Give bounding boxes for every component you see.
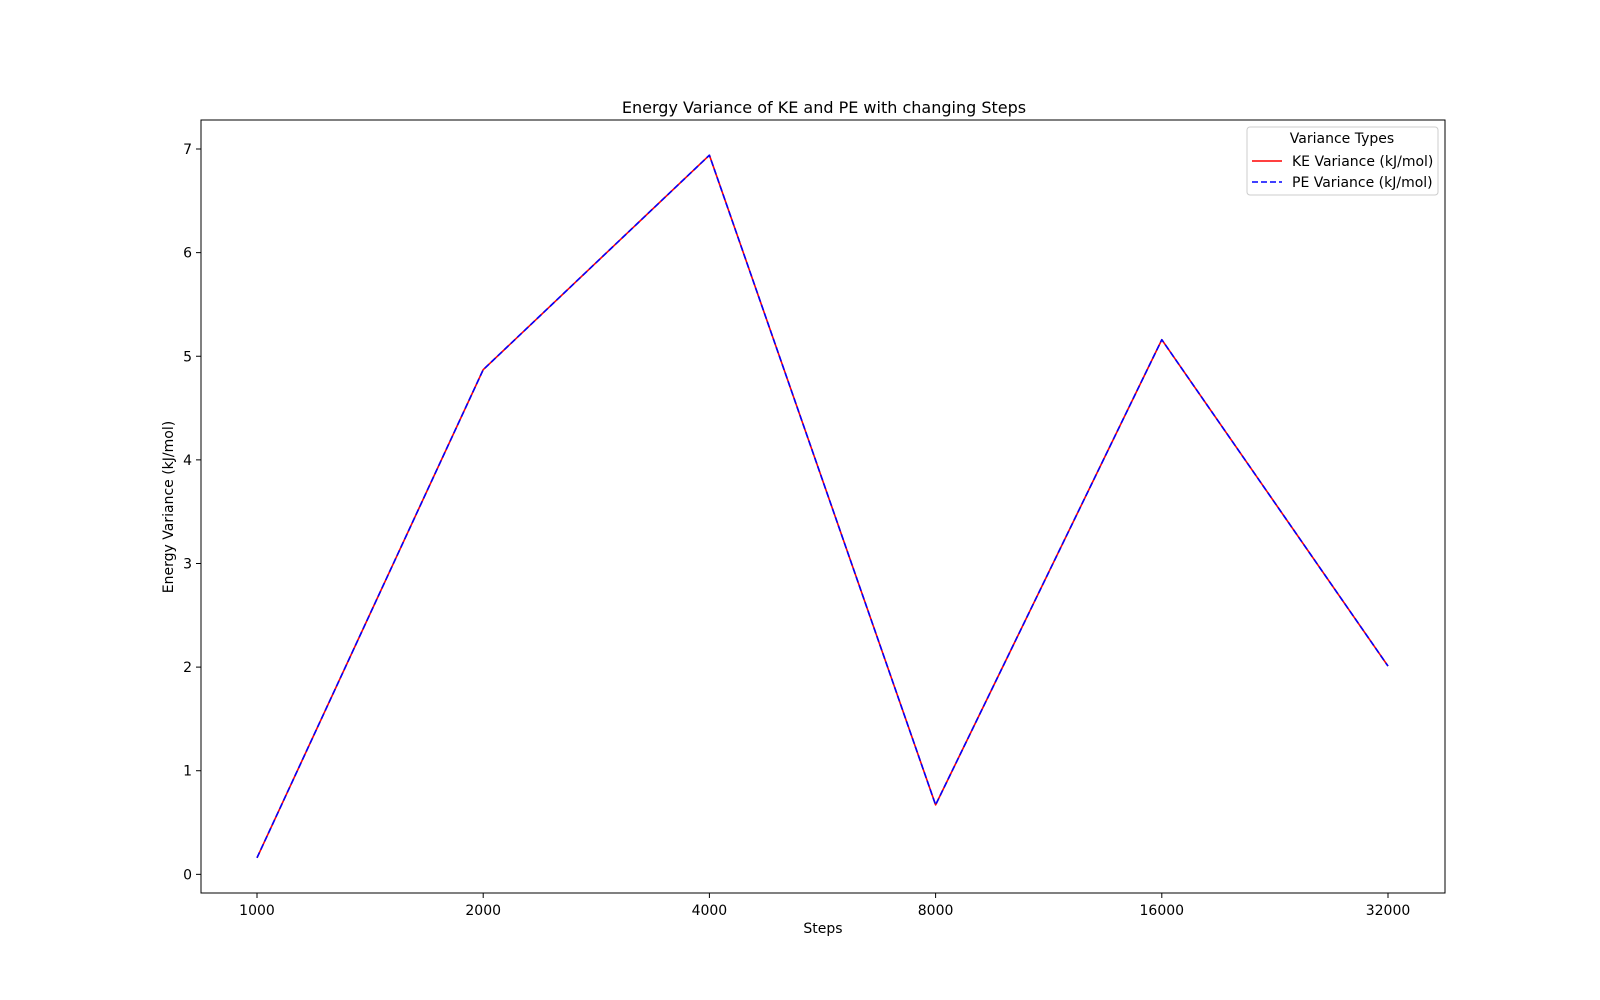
y-tick-label: 1 (183, 764, 192, 780)
x-tick-label: 2000 (465, 903, 501, 919)
plot-area (200, 119, 1446, 894)
x-tick-label: 32000 (1366, 903, 1411, 919)
legend-label: KE Variance (kJ/mol) (1292, 154, 1433, 170)
x-tick-label: 8000 (918, 903, 954, 919)
chart-title: Energy Variance of KE and PE with changi… (622, 98, 1026, 117)
y-tick-label: 2 (183, 660, 192, 676)
x-tick-label: 16000 (1140, 903, 1185, 919)
y-tick-label: 3 (183, 556, 192, 572)
series-line-pe (256, 154, 1389, 859)
x-tick-label: 4000 (692, 903, 728, 919)
y-tick-label: 6 (183, 246, 192, 262)
series-layer (256, 154, 1389, 859)
y-tick-label: 5 (183, 349, 192, 365)
y-axis-label: Energy Variance (kJ/mol) (161, 421, 177, 593)
y-axis: 0 1 2 3 4 5 6 7 (183, 142, 201, 883)
x-axis-label: Steps (803, 921, 842, 937)
legend-title: Variance Types (1290, 131, 1394, 147)
x-axis: 1000 2000 4000 8000 16000 32000 (239, 893, 1410, 919)
x-tick-label: 1000 (239, 903, 275, 919)
legend-label: PE Variance (kJ/mol) (1292, 175, 1433, 191)
series-line-ke (256, 154, 1389, 859)
y-tick-label: 7 (183, 142, 192, 158)
y-tick-label: 4 (183, 453, 192, 469)
y-tick-label: 0 (183, 867, 192, 883)
legend: Variance Types KE Variance (kJ/mol) PE Va… (1246, 126, 1439, 196)
legend-box (1246, 126, 1439, 196)
